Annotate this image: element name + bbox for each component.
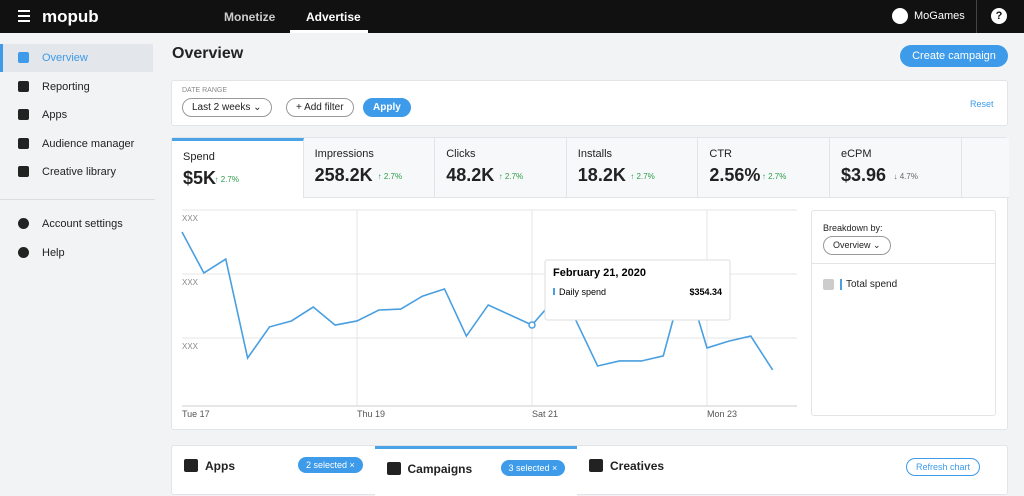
reset-link[interactable]: Reset	[970, 99, 994, 109]
nav-icon	[18, 137, 29, 149]
divider	[0, 199, 155, 200]
nav-item[interactable]: Apps	[42, 109, 68, 121]
tooltip-title: February 21, 2020	[553, 267, 646, 279]
tab-icon	[386, 462, 401, 475]
y-tick-label: XXX	[182, 342, 199, 351]
nav-icon	[18, 218, 29, 229]
refresh-button[interactable]: Refresh chart	[906, 458, 981, 476]
metric-tab[interactable]: Spend $5K ↑ 2.7%	[172, 138, 304, 198]
metric-value: 258.2K	[314, 165, 373, 185]
tooltip-swatch	[553, 288, 555, 295]
x-tick-label: Sat 21	[532, 409, 558, 419]
metric-tab[interactable]: eCPM $3.96 ↓ 4.7%	[830, 138, 962, 198]
tab[interactable]: Creatives	[577, 446, 780, 496]
metric-tab[interactable]: Impressions 258.2K ↑ 2.7%	[303, 138, 436, 198]
hover-point	[528, 321, 536, 329]
tab-icon	[184, 459, 198, 472]
legend-checkbox[interactable]	[823, 279, 834, 290]
metric-change: ↑ 2.7%	[761, 172, 787, 181]
date-text: Last 2 weeks	[192, 102, 251, 113]
nav-icon	[18, 80, 29, 92]
x-tick-label: Tue 17	[182, 409, 210, 419]
filter-label: DATE RANGE	[182, 87, 227, 94]
nav-tab[interactable]: Monetize	[224, 10, 276, 24]
legend-label: Total spend	[846, 279, 898, 290]
nav-tab[interactable]: Advertise	[306, 10, 361, 24]
tab-name: Campaigns	[407, 462, 473, 476]
y-tick-label: XXX	[182, 278, 199, 287]
sidebar: Overview Reporting Apps Audience manager Cre…	[0, 33, 155, 489]
tab-badge[interactable]: 3 selected ×	[500, 460, 566, 476]
metric-value: 2.56%	[709, 165, 761, 185]
y-tick-label: XXX	[182, 214, 199, 223]
metric-change: ↑ 2.7%	[214, 175, 239, 184]
nav-item[interactable]: Audience manager	[42, 137, 135, 150]
tab-icon	[589, 459, 603, 472]
metric-value: 18.2K	[577, 165, 626, 185]
user-icon[interactable]	[892, 8, 908, 24]
tab[interactable]: Campaigns 3 selected ×	[374, 446, 577, 496]
breakdown-panel: Breakdown by: Overview ⌄ Total spend	[811, 210, 996, 416]
bottom-tabs: Refresh chart Apps 2 selected × Campaigns 3…	[171, 445, 1008, 496]
top-bar: mopub Monetize Advertise MoGames ?	[0, 0, 1024, 33]
x-tick-label: Mon 23	[707, 409, 737, 419]
page-title: Overview	[172, 45, 244, 62]
apply-button[interactable]: Apply	[363, 98, 411, 117]
tab-name: Apps	[205, 459, 235, 473]
metric-name: Impressions	[314, 148, 374, 160]
help-icon[interactable]: ?	[991, 8, 1007, 24]
tooltip-label: Daily spend	[559, 287, 606, 297]
metric-tab[interactable]: CTR 2.56% ↑ 2.7%	[698, 138, 830, 198]
breakdown-select[interactable]: Overview ⌄	[823, 236, 891, 255]
nav-item[interactable]: Help	[42, 246, 65, 259]
add-filter[interactable]: + Add filter	[286, 98, 354, 117]
metric-tab[interactable]: Installs 18.2K ↑ 2.7%	[566, 138, 699, 198]
metric-value: $5K	[183, 168, 217, 188]
logo[interactable]: mopub	[42, 7, 99, 26]
metric-value: 48.2K	[446, 165, 495, 185]
nav-icon	[18, 246, 29, 258]
nav-icon	[18, 52, 29, 63]
metric-name: eCPM	[841, 148, 872, 160]
tab-name: Creatives	[610, 459, 665, 473]
nav-item[interactable]: Creative library	[42, 166, 116, 178]
breakdown-label: Breakdown by:	[823, 223, 883, 233]
metric-change: ↓ 4.7%	[893, 172, 918, 181]
metric-change: ↑ 2.7%	[498, 172, 524, 181]
x-tick-label: Thu 19	[357, 409, 385, 419]
metric-change: ↑ 2.7%	[630, 172, 655, 181]
tab-badge[interactable]: 2 selected ×	[298, 457, 363, 473]
metric-tab[interactable]: Clicks 48.2K ↑ 2.7%	[435, 138, 567, 198]
nav-item[interactable]: Reporting	[42, 80, 90, 93]
metric-value: $3.96	[841, 165, 887, 185]
tab[interactable]: Apps 2 selected ×	[172, 446, 375, 496]
nav-icon	[18, 166, 29, 177]
select-text: Overview	[833, 240, 871, 250]
nav-item[interactable]: Overview	[42, 52, 88, 64]
metric-change: ↑ 2.7%	[377, 172, 403, 181]
metric-name: Spend	[183, 151, 215, 163]
user-name[interactable]: MoGames	[914, 10, 965, 22]
refresh-text: Refresh chart	[916, 462, 971, 472]
metric-name: Installs	[577, 148, 613, 160]
tooltip-value: $354.34	[689, 287, 722, 297]
filter-panel: DATE RANGE Last 2 weeks ⌄ + Add filter A…	[171, 80, 1008, 126]
menu-icon[interactable]	[18, 10, 30, 12]
date-select[interactable]: Last 2 weeks ⌄	[182, 98, 272, 117]
tooltip	[544, 259, 731, 321]
nav-item[interactable]: Account settings	[42, 218, 123, 230]
nav-icon	[18, 109, 29, 120]
metric-name: Clicks	[446, 148, 476, 160]
create-button[interactable]: Create campaign	[900, 45, 1008, 67]
settings-tab[interactable]	[961, 138, 1009, 198]
metric-name: CTR	[709, 148, 732, 160]
